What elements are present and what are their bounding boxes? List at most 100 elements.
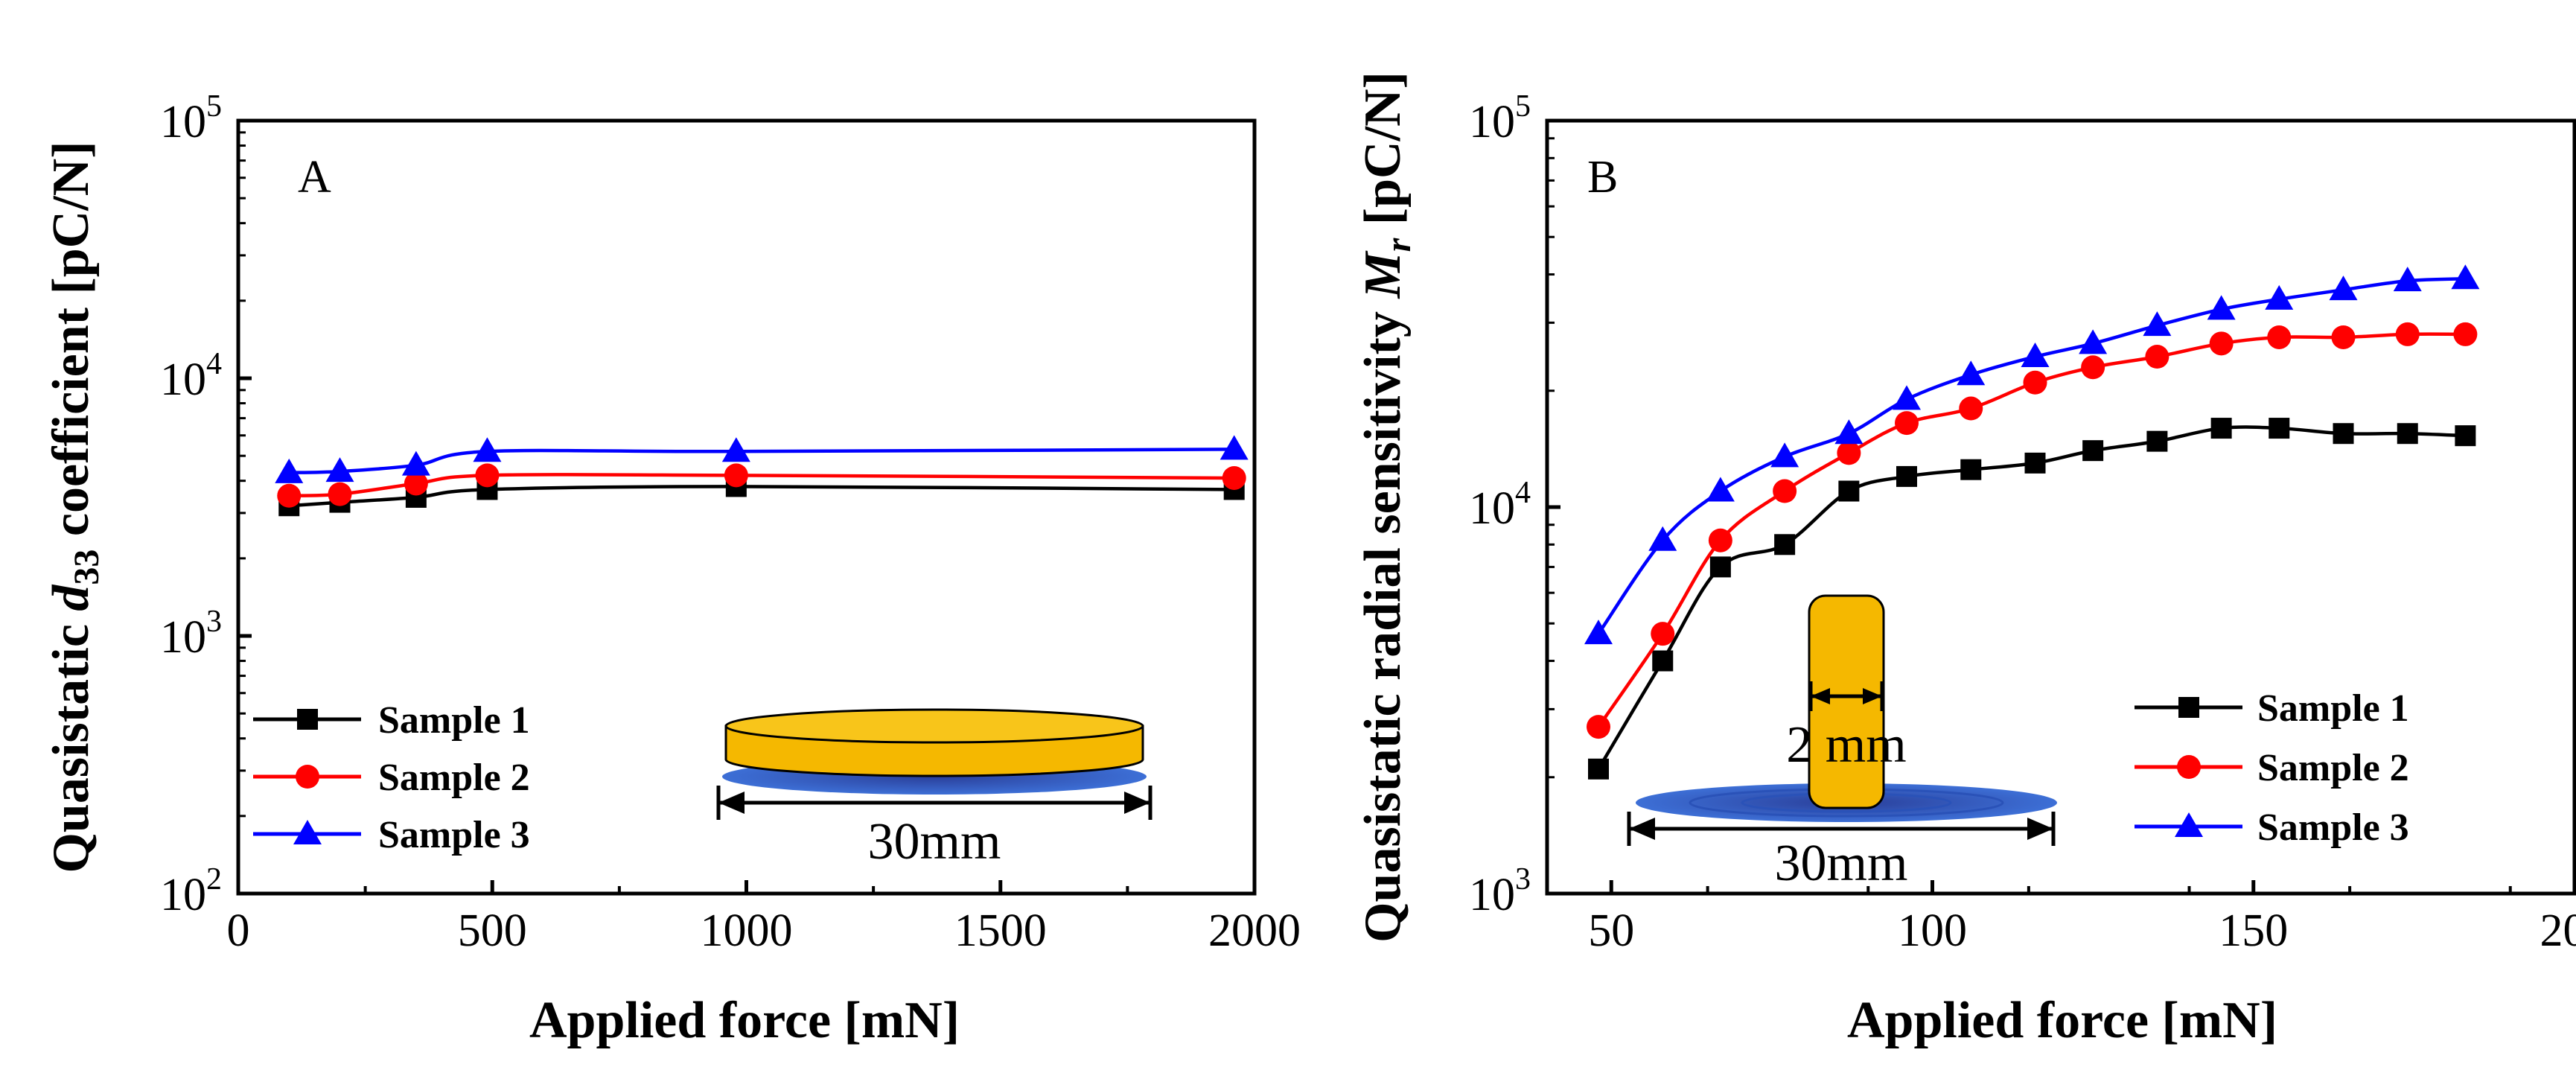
chart-b-legend: Sample 1 Sample 2 Sample 3 (2135, 687, 2409, 849)
data-point-triangle (2265, 284, 2294, 310)
chart-a-x-ticks: 0 500 1000 1500 2000 (227, 880, 1301, 956)
x-tick-label: 200 (2540, 905, 2576, 956)
x-tick-label: 500 (458, 905, 527, 956)
chart-b-y-label-prefix: Quasistatic radial sensitivity (1354, 299, 1412, 943)
y-tick-label: 104 (160, 347, 222, 405)
data-point-circle (1587, 715, 1610, 739)
chart-b-legend-item-3: Sample 3 (2135, 806, 2409, 849)
data-point-circle (1895, 411, 1919, 436)
data-point-circle (277, 483, 302, 508)
data-point-triangle (275, 458, 304, 483)
legend-triangle-marker (2175, 812, 2203, 837)
legend-square-marker (297, 709, 318, 730)
chart-a-y-label-symbol: d (42, 585, 100, 611)
data-point-square (1652, 650, 1674, 672)
data-point-circle (2145, 345, 2169, 369)
data-point-square (2333, 423, 2354, 445)
data-point-circle (2267, 325, 2292, 349)
series-line-sample-1 (289, 485, 1234, 508)
chart-panel-b: 50 100 150 200 103 104 105 B Applied force [m… (1354, 71, 2576, 1049)
x-tick-label: 1000 (701, 905, 793, 956)
data-point-circle (328, 482, 352, 506)
data-point-square (2269, 418, 2290, 439)
data-point-triangle (1834, 419, 1864, 445)
data-point-square (1896, 465, 1917, 487)
data-point-triangle (1220, 435, 1249, 460)
data-point-triangle (721, 437, 750, 462)
data-point-square (2455, 425, 2476, 447)
chart-a-y-label-prefix: Quasistatic (42, 611, 100, 873)
data-point-circle (1222, 465, 1246, 490)
chart-b-inset-dimension-label: 30mm (1775, 835, 1908, 892)
chart-a-legend-item-2: Sample 2 (253, 757, 530, 799)
data-point-triangle (473, 437, 502, 462)
data-point-circle (2331, 325, 2356, 349)
data-point-triangle (2143, 311, 2172, 337)
chart-a-legend-item-3: Sample 3 (253, 814, 530, 856)
data-point-circle (1708, 528, 1732, 553)
chart-a-y-label-subscript: 33 (67, 550, 106, 585)
chart-b-legend-item-1: Sample 1 (2135, 687, 2409, 730)
x-tick-label: 100 (1898, 905, 1967, 956)
data-point-circle (2453, 322, 2478, 346)
x-tick-label: 1500 (954, 905, 1047, 956)
data-point-square (2210, 418, 2232, 439)
data-point-circle (404, 471, 428, 496)
data-point-circle (724, 463, 748, 488)
data-point-circle (475, 463, 500, 488)
chart-b-y-ticks: 103 104 105 (1469, 89, 1560, 920)
chart-b-y-label-subscript: r (1379, 237, 1418, 252)
chart-b-legend-label-1: Sample 1 (2257, 687, 2409, 730)
chart-a-legend-item-1: Sample 1 (253, 699, 530, 742)
data-point-circle (2081, 355, 2105, 380)
chart-a-y-label-suffix: coefficient [pC/N] (42, 141, 100, 549)
data-point-square (2024, 452, 2046, 474)
data-point-square (1960, 459, 1982, 480)
chart-b-panel-label: B (1587, 152, 1618, 203)
chart-a-series (275, 435, 1249, 517)
y-tick-label: 105 (160, 89, 222, 147)
data-point-circle (1837, 441, 1861, 465)
chart-a-panel-label: A (298, 152, 331, 203)
data-point-triangle (1957, 360, 1986, 386)
data-point-triangle (2021, 343, 2050, 368)
data-point-square (1588, 758, 1609, 780)
chart-a-y-ticks: 102 103 104 105 (160, 89, 252, 920)
chart-b-series (1584, 264, 2480, 780)
chart-a-legend-label-1: Sample 1 (378, 699, 530, 742)
chart-a-legend-label-2: Sample 2 (378, 757, 530, 799)
series-line-sample-3 (289, 448, 1234, 475)
data-point-triangle (1648, 526, 1677, 551)
legend-circle-marker (296, 765, 319, 789)
legend-circle-marker (2177, 755, 2201, 779)
data-point-triangle (2329, 276, 2358, 301)
data-point-circle (2395, 322, 2420, 346)
chart-b-x-ticks: 50 100 150 200 (1546, 880, 2576, 956)
y-tick-label: 105 (1469, 89, 1531, 147)
chart-b-plot-frame (1545, 118, 2576, 896)
data-point-square (2146, 430, 2168, 452)
data-point-triangle (2079, 329, 2108, 354)
y-tick-label: 103 (160, 605, 222, 663)
legend-triangle-marker (293, 820, 322, 844)
yellow-rod-icon (1808, 594, 1885, 809)
chart-b-legend-item-2: Sample 2 (2135, 747, 2409, 789)
chart-a-inset-dimension-label: 30mm (868, 813, 1001, 870)
x-tick-label: 0 (227, 905, 250, 956)
chart-a-legend-label-3: Sample 3 (378, 814, 530, 856)
chart-b-legend-label-3: Sample 3 (2257, 806, 2409, 849)
x-tick-label: 50 (1588, 905, 1634, 956)
data-point-square (1774, 534, 1796, 555)
chart-b-y-axis-label: Quasistatic radial sensitivity Mr [pC/N] (1354, 71, 1418, 943)
series-line-sample-2 (289, 473, 1234, 498)
data-point-triangle (1584, 620, 1613, 645)
data-point-square (2397, 423, 2418, 445)
data-point-triangle (2393, 267, 2422, 292)
data-point-circle (2209, 331, 2234, 356)
y-tick-label: 102 (160, 862, 222, 920)
yellow-disk-top-icon (724, 708, 1144, 744)
y-tick-label: 104 (1469, 476, 1531, 534)
data-point-circle (2023, 370, 2047, 395)
data-point-square (1838, 480, 1860, 502)
